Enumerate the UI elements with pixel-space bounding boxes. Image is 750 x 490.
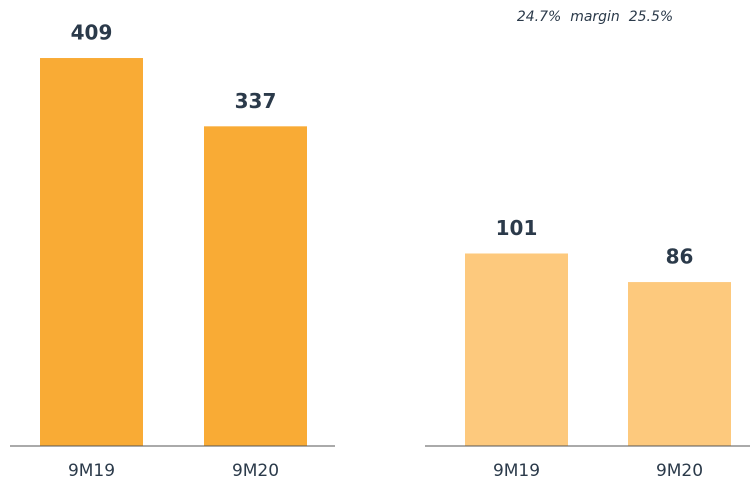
- bar: [40, 58, 143, 446]
- value-label: 337: [235, 89, 277, 113]
- x-tick-label: 9M19: [68, 461, 115, 481]
- annotation: 24.7% margin 25.5%: [517, 9, 673, 25]
- value-label: 101: [496, 216, 538, 240]
- x-tick-label: 9M20: [656, 461, 703, 481]
- bar: [628, 282, 731, 446]
- x-tick-label: 9M20: [232, 461, 279, 481]
- value-label: 409: [71, 21, 113, 45]
- bar: [204, 126, 307, 446]
- bar: [465, 253, 568, 446]
- value-label: 86: [666, 245, 694, 269]
- x-tick-label: 9M19: [493, 461, 540, 481]
